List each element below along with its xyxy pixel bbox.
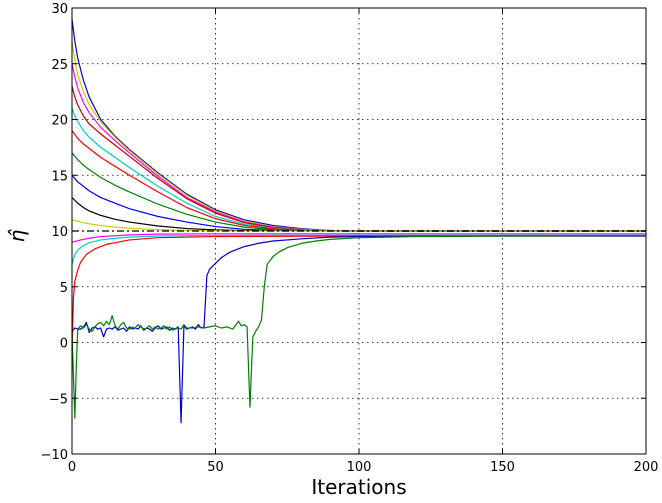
y-tick-label: −10 xyxy=(41,448,68,463)
y-tick-label: 25 xyxy=(51,58,68,73)
series-line-11 xyxy=(71,233,646,243)
series-line-2 xyxy=(71,41,646,232)
x-tick-label: 100 xyxy=(347,460,372,475)
tick-labels: 0 50 100 150 200 −10 −5 0 5 10 15 20 25 30 xyxy=(41,2,659,475)
series-line-12 xyxy=(71,234,646,265)
y-tick-label: 30 xyxy=(51,2,68,17)
tick-marks xyxy=(71,7,647,455)
y-tick-label: 0 xyxy=(60,337,68,352)
series-layer xyxy=(71,19,647,424)
x-axis-label: Iterations xyxy=(311,475,406,499)
series-line-5 xyxy=(71,108,646,232)
series-line-14 xyxy=(71,235,646,424)
y-tick-label: 5 xyxy=(60,281,68,296)
x-tick-label: 0 xyxy=(68,460,76,475)
series-line-15 xyxy=(71,235,647,419)
y-axis-label: η̂ xyxy=(5,229,29,243)
y-tick-label: −5 xyxy=(49,392,68,407)
x-tick-label: 50 xyxy=(207,460,224,475)
y-tick-label: 20 xyxy=(51,114,68,129)
y-tick-label: 15 xyxy=(51,169,68,184)
x-tick-label: 200 xyxy=(634,460,659,475)
series-line-13 xyxy=(71,235,646,354)
y-tick-label: 10 xyxy=(51,225,68,240)
x-tick-label: 150 xyxy=(490,460,515,475)
